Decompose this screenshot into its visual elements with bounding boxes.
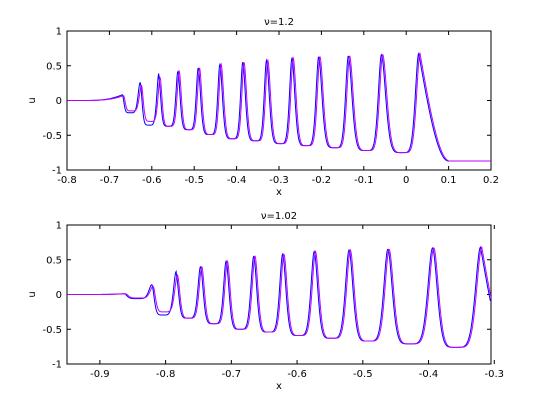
x-tick-label: -0.8 — [156, 369, 176, 380]
x-tick-label: 0.2 — [483, 175, 499, 186]
y-tick-label: -1 — [52, 360, 62, 371]
y-axis-label: u — [27, 97, 38, 103]
x-tick-label: -0.3 — [269, 175, 289, 186]
chart-title: ν=1.02 — [261, 211, 297, 222]
y-tick-label: -0.5 — [42, 131, 62, 142]
x-tick-label: -0.6 — [142, 175, 162, 186]
x-tick-label: -0.8 — [57, 175, 77, 186]
x-tick-label: -0.5 — [353, 369, 373, 380]
y-tick-label: 1 — [56, 27, 62, 38]
y-tick-label: 0.5 — [46, 61, 62, 72]
series-line-purple — [67, 245, 491, 348]
x-tick-label: -0.4 — [419, 369, 439, 380]
chart-title: ν=1.2 — [264, 17, 294, 28]
x-axis-label: x — [276, 187, 282, 198]
series-line-blue — [67, 52, 491, 162]
y-tick-label: 1 — [56, 221, 62, 232]
series-line-blue — [67, 245, 491, 348]
y-tick-label: -0.5 — [42, 325, 62, 336]
x-tick-label: -0.4 — [227, 175, 247, 186]
x-tick-label: 0 — [403, 175, 409, 186]
x-tick-label: -0.6 — [287, 369, 307, 380]
y-tick-label: 0.5 — [46, 255, 62, 266]
x-tick-label: -0.7 — [100, 175, 120, 186]
y-tick-label: 0 — [56, 96, 62, 107]
x-tick-label: -0.2 — [312, 175, 332, 186]
bottom-subplot: ν=1.02 x u -0.9 -0.8 -0.7 -0.6 -0.5 -0.4 -0.3 -… — [27, 211, 504, 392]
x-tick-label: 0.1 — [441, 175, 457, 186]
x-tick-label: -0.5 — [184, 175, 204, 186]
y-tick-label: -1 — [52, 166, 62, 177]
x-tick-label: -0.3 — [485, 369, 505, 380]
x-tick-label: -0.9 — [90, 369, 110, 380]
series-line-purple — [67, 52, 491, 162]
top-subplot: ν=1.2 x u -0.8 -0.7 -0.6 -0.5 -0.4 -0.3 -0.2 -0… — [27, 17, 499, 198]
x-tick-label: -0.7 — [222, 369, 242, 380]
x-tick-label: -0.1 — [354, 175, 374, 186]
y-tick-label: 0 — [56, 290, 62, 301]
x-axis-label: x — [276, 381, 282, 392]
y-axis-label: u — [27, 291, 38, 297]
